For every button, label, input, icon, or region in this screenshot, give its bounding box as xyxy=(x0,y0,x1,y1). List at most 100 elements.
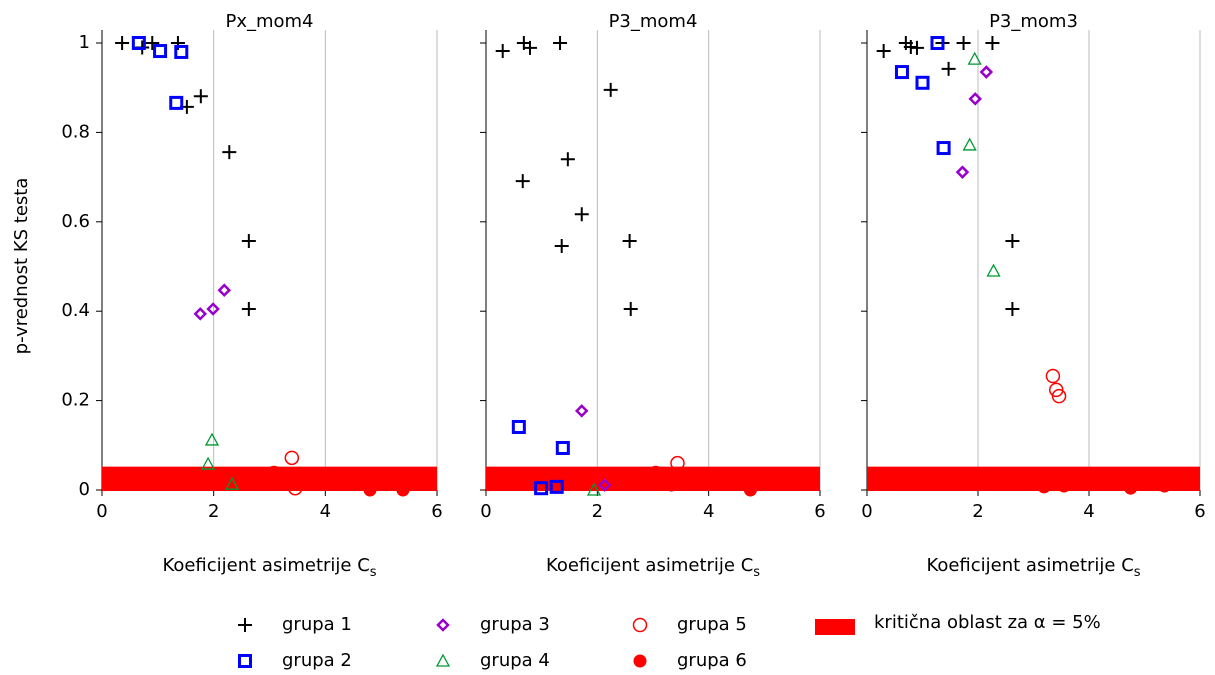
marker-plus xyxy=(554,238,569,253)
marker-dot xyxy=(267,466,281,480)
marker-plus xyxy=(941,61,956,76)
marker-plus xyxy=(115,36,130,50)
panel-title: Px_mom4 xyxy=(225,11,313,32)
legend-marker xyxy=(238,618,252,632)
marker-plus xyxy=(1005,301,1020,316)
x-tick-label: 0 xyxy=(861,501,872,522)
legend-label: grupa 5 xyxy=(677,614,747,635)
legend-marker xyxy=(632,617,648,633)
y-tick-label: 0.4 xyxy=(61,300,90,321)
marker-diamond xyxy=(193,307,208,321)
marker-dot xyxy=(396,483,410,497)
marker-circle xyxy=(670,455,685,471)
marker-square xyxy=(930,36,945,50)
y-tick-label: 0.8 xyxy=(61,121,90,142)
x-tick-label: 4 xyxy=(320,501,331,522)
marker-square xyxy=(174,44,189,59)
x-tick-label: 6 xyxy=(814,501,825,522)
marker-dot xyxy=(1124,481,1138,495)
marker-diamond xyxy=(206,302,220,316)
marker-triangle xyxy=(967,51,982,65)
marker-square xyxy=(549,479,564,494)
marker-square xyxy=(153,44,168,59)
marker-plus xyxy=(876,44,891,59)
legend-marker xyxy=(435,653,451,667)
marker-plus xyxy=(985,36,1000,50)
marker-circle xyxy=(287,480,303,496)
marker-plus xyxy=(193,89,208,104)
marker-plus xyxy=(622,234,637,249)
marker-circle xyxy=(1051,388,1067,404)
legend-label: grupa 3 xyxy=(480,614,550,635)
panel-title: P3_mom4 xyxy=(609,11,698,32)
marker-square xyxy=(169,95,184,110)
legend-marker xyxy=(436,618,450,632)
x-tick-label: 6 xyxy=(431,501,442,522)
marker-dot xyxy=(363,483,377,497)
marker-square xyxy=(131,36,146,50)
marker-square xyxy=(915,75,930,90)
legend-label: grupa 4 xyxy=(480,650,550,671)
marker-square xyxy=(936,141,951,156)
marker-diamond xyxy=(968,92,982,106)
y-tick-label: 0.6 xyxy=(61,211,90,232)
x-axis-label: Koeficijent asimetrije Cs xyxy=(162,555,376,580)
x-tick-label: 2 xyxy=(592,501,603,522)
marker-plus xyxy=(909,40,924,55)
x-axis-label-main: Koeficijent asimetrije C xyxy=(546,555,753,576)
marker-plus xyxy=(222,145,237,160)
x-tick-label: 2 xyxy=(972,501,983,522)
x-axis-label: Koeficijent asimetrije Cs xyxy=(546,555,760,580)
legend-swatch xyxy=(815,619,855,635)
marker-triangle xyxy=(200,456,216,470)
x-axis-label: Koeficijent asimetrije Cs xyxy=(926,555,1140,580)
marker-plus xyxy=(1005,234,1020,249)
marker-plus xyxy=(956,36,971,50)
marker-diamond xyxy=(597,478,612,492)
marker-dot xyxy=(743,483,757,497)
x-tick-label: 4 xyxy=(703,501,714,522)
marker-dot xyxy=(289,468,303,482)
marker-plus xyxy=(145,36,160,50)
marker-plus xyxy=(522,40,537,55)
marker-triangle xyxy=(204,432,220,446)
marker-plus xyxy=(495,44,510,59)
marker-dot xyxy=(664,478,678,492)
x-tick-label: 4 xyxy=(1083,501,1094,522)
y-tick-label: 0.2 xyxy=(61,390,90,411)
marker-circle xyxy=(1049,382,1064,398)
marker-circle xyxy=(1045,368,1061,384)
x-tick-label: 0 xyxy=(480,501,491,522)
y-tick-label: 1 xyxy=(79,32,90,53)
x-axis-label-main: Koeficijent asimetrije C xyxy=(926,555,1133,576)
critical-region xyxy=(867,466,1200,491)
x-tick-label: 0 xyxy=(96,501,107,522)
marker-square xyxy=(534,481,549,496)
marker-circle xyxy=(284,450,300,466)
marker-plus xyxy=(241,234,256,249)
legend-marker xyxy=(238,654,252,668)
marker-plus xyxy=(623,301,638,316)
marker-plus xyxy=(515,174,530,189)
marker-square xyxy=(511,419,526,434)
marker-dot xyxy=(1037,480,1051,494)
marker-plus xyxy=(241,301,256,316)
marker-dot xyxy=(649,466,663,480)
legend-label: grupa 1 xyxy=(282,614,352,635)
x-tick-label: 2 xyxy=(208,501,219,522)
marker-diamond xyxy=(217,283,232,297)
legend-label: grupa 2 xyxy=(282,650,352,671)
marker-diamond xyxy=(979,65,994,79)
y-axis-label: p-vrednost KS testa xyxy=(11,178,32,355)
x-tick-label: 6 xyxy=(1194,501,1205,522)
marker-plus xyxy=(603,82,618,97)
x-axis-label-sub: s xyxy=(753,565,760,580)
y-tick-label: 0 xyxy=(79,479,90,500)
legend-marker xyxy=(633,654,647,668)
marker-square xyxy=(894,65,909,80)
marker-triangle xyxy=(586,482,602,496)
panel-title: P3_mom3 xyxy=(989,11,1078,32)
marker-triangle xyxy=(986,263,1001,277)
marker-triangle xyxy=(224,476,240,490)
